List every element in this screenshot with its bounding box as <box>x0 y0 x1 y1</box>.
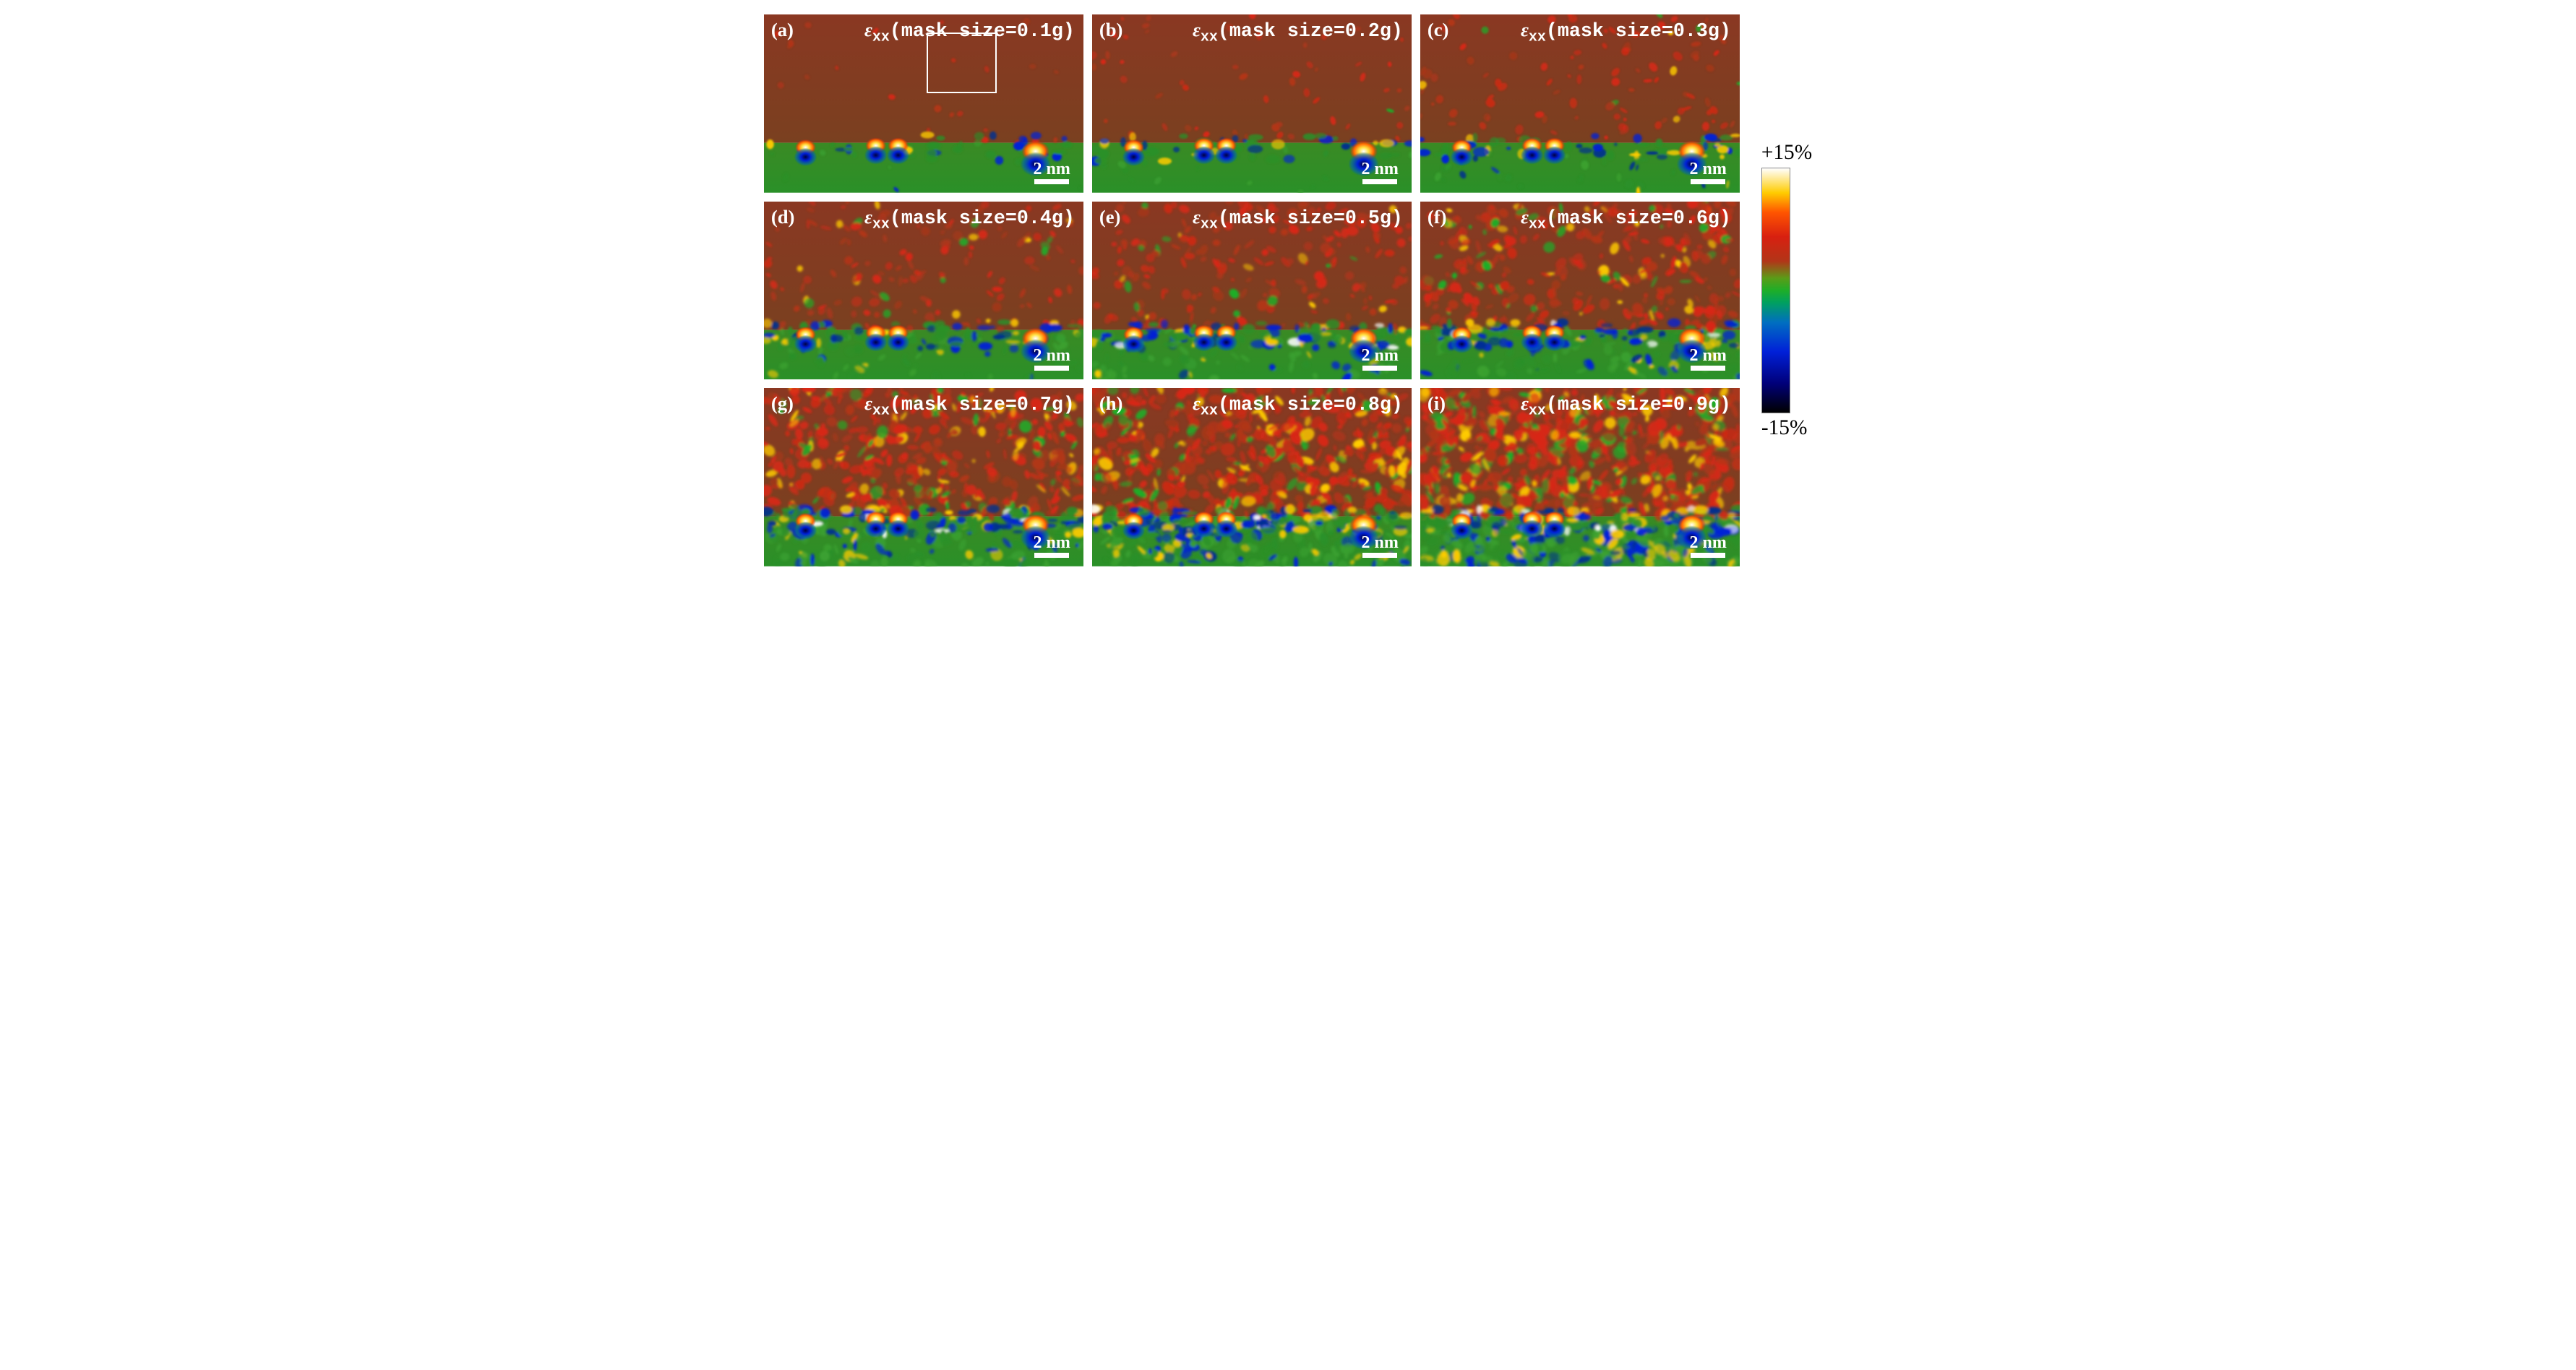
scale-bar: 2 nm <box>1034 533 1070 558</box>
scale-bar-label: 2 nm <box>1362 533 1399 553</box>
strain-map-panel-h: (h) εxx(mask size=0.8g) 2 nm <box>1092 388 1412 566</box>
scale-bar-label: 2 nm <box>1362 346 1399 366</box>
roi-box <box>927 33 997 93</box>
colorbar-bottom-label: -15% <box>1761 413 1808 443</box>
scale-bar: 2 nm <box>1690 346 1727 371</box>
strain-map-panel-d: (d) εxx(mask size=0.4g) 2 nm <box>764 202 1083 380</box>
scale-bar-line <box>1691 366 1725 371</box>
panel-title-h: εxx(mask size=0.8g) <box>1193 392 1403 419</box>
scale-bar-label: 2 nm <box>1690 533 1727 553</box>
strain-map-panel-c: (c) εxx(mask size=0.3g) 2 nm <box>1420 14 1740 193</box>
panel-title-d: εxx(mask size=0.4g) <box>864 206 1075 233</box>
panel-label-h: (h) <box>1099 392 1123 415</box>
scale-bar-line <box>1034 553 1069 558</box>
panel-title-f: εxx(mask size=0.6g) <box>1521 206 1731 233</box>
panel-label-b: (b) <box>1099 19 1123 41</box>
scale-bar: 2 nm <box>1034 160 1070 184</box>
scale-bar: 2 nm <box>1690 533 1727 558</box>
panel-label-d: (d) <box>771 206 795 228</box>
scale-bar-label: 2 nm <box>1690 160 1727 179</box>
scale-bar: 2 nm <box>1362 533 1399 558</box>
panel-title-i: εxx(mask size=0.9g) <box>1521 392 1731 419</box>
scale-bar: 2 nm <box>1362 346 1399 371</box>
panel-label-f: (f) <box>1427 206 1447 228</box>
panel-title-e: εxx(mask size=0.5g) <box>1193 206 1403 233</box>
colorbar-top-label: +15% <box>1761 138 1812 168</box>
colorbar <box>1761 168 1790 413</box>
panel-label-a: (a) <box>771 19 794 41</box>
strain-map-panel-i: (i) εxx(mask size=0.9g) 2 nm <box>1420 388 1740 566</box>
strain-map-panel-b: (b) εxx(mask size=0.2g) 2 nm <box>1092 14 1412 193</box>
scale-bar-label: 2 nm <box>1362 160 1399 179</box>
scale-bar-line <box>1362 553 1397 558</box>
panel-title-c: εxx(mask size=0.3g) <box>1521 19 1731 46</box>
scale-bar-label: 2 nm <box>1034 346 1070 366</box>
panel-title-b: εxx(mask size=0.2g) <box>1193 19 1403 46</box>
scale-bar: 2 nm <box>1362 160 1399 184</box>
strain-map-panel-a: (a)εxx(mask size=0.1g)2 nm <box>764 14 1083 193</box>
scale-bar-line <box>1034 179 1069 184</box>
scale-bar-label: 2 nm <box>1034 533 1070 553</box>
panel-label-i: (i) <box>1427 392 1446 415</box>
panel-title-g: εxx(mask size=0.7g) <box>864 392 1075 419</box>
scale-bar-line <box>1034 366 1069 371</box>
scale-bar-line <box>1362 179 1397 184</box>
scale-bar-label: 2 nm <box>1034 160 1070 179</box>
scale-bar-line <box>1691 179 1725 184</box>
panel-grid: (a)εxx(mask size=0.1g)2 nm (b) εxx(mask s… <box>764 14 1740 566</box>
panel-label-g: (g) <box>771 392 794 415</box>
strain-map-panel-e: (e) εxx(mask size=0.5g) 2 nm <box>1092 202 1412 380</box>
scale-bar-line <box>1362 366 1397 371</box>
scale-bar: 2 nm <box>1034 346 1070 371</box>
strain-map-panel-g: (g) εxx(mask size=0.7g) 2 nm <box>764 388 1083 566</box>
figure-container: (a)εxx(mask size=0.1g)2 nm (b) εxx(mask s… <box>764 14 1812 566</box>
scale-bar: 2 nm <box>1690 160 1727 184</box>
scale-bar-label: 2 nm <box>1690 346 1727 366</box>
strain-map-panel-f: (f) εxx(mask size=0.6g) 2 nm <box>1420 202 1740 380</box>
panel-label-c: (c) <box>1427 19 1449 41</box>
colorbar-container: +15% -15% <box>1761 138 1812 443</box>
scale-bar-line <box>1691 553 1725 558</box>
panel-label-e: (e) <box>1099 206 1121 228</box>
